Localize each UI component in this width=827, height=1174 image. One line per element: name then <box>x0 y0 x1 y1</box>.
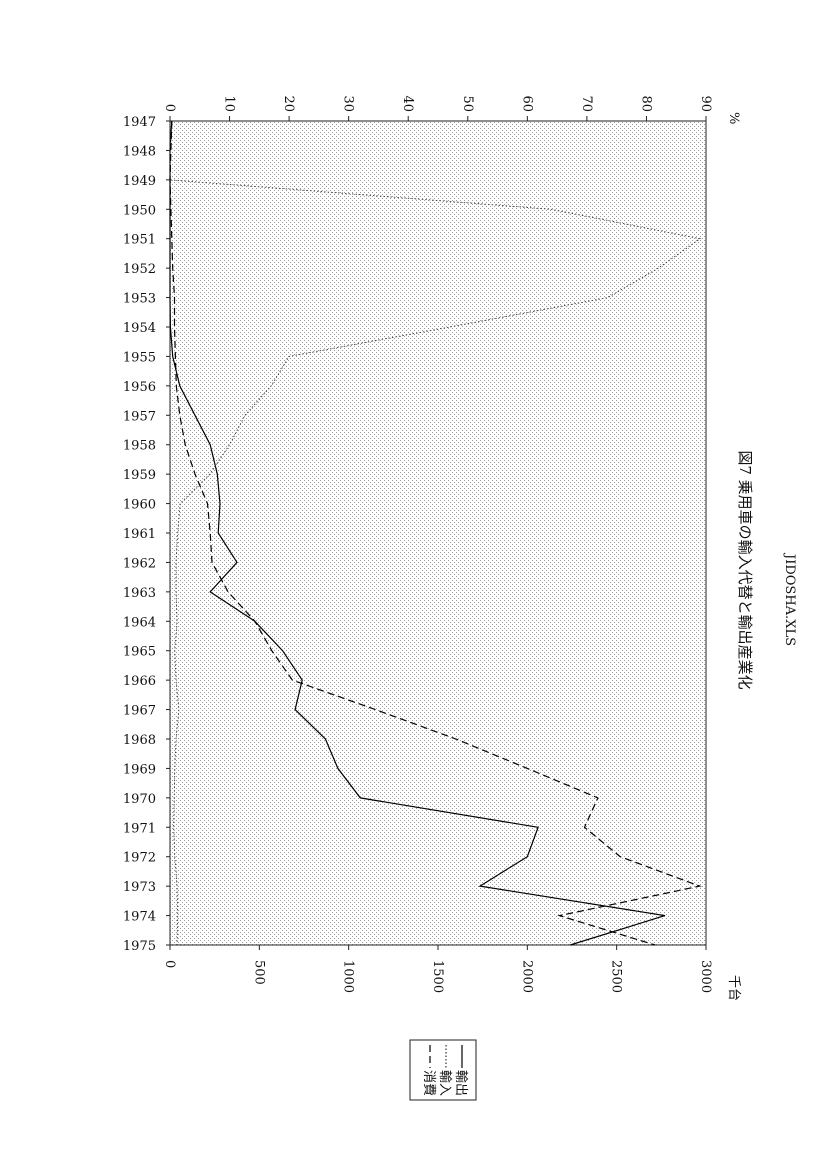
y-tick-label: 2000 <box>519 960 534 993</box>
y-unit: 千台 <box>726 975 741 1001</box>
x-tick-label: 1954 <box>123 321 156 336</box>
x-tick-label: 1951 <box>123 233 156 248</box>
y-tick-label: 0 <box>162 960 177 968</box>
x-tick-label: 1947 <box>123 115 156 130</box>
x-tick-label: 1961 <box>123 527 156 542</box>
y2-tick-label: 10 <box>222 95 237 112</box>
x-tick-label: 1964 <box>123 615 156 630</box>
x-tick-label: 1975 <box>123 939 156 954</box>
y2-tick-label: 30 <box>341 95 356 112</box>
series-line <box>169 120 702 946</box>
x-tick-label: 1968 <box>123 733 156 748</box>
x-tick-label: 1971 <box>123 821 156 836</box>
legend-label: 輸入 <box>437 1070 452 1096</box>
x-tick-label: 1955 <box>123 350 156 365</box>
legend-box <box>409 1039 477 1101</box>
y2-tick-label: 90 <box>698 95 713 112</box>
chart-title: 図7 乗用車の輸入代替と輸出産業化 <box>736 450 754 689</box>
y2-tick-label: 20 <box>281 95 296 112</box>
y2-tick-label: 70 <box>579 95 594 112</box>
x-tick-label: 1969 <box>123 762 156 777</box>
y2-tick-label: 0 <box>162 104 177 112</box>
y2-tick-label: 60 <box>519 95 534 112</box>
x-tick-label: 1959 <box>123 468 156 483</box>
file-name: JIDOSHA.XLS <box>782 552 797 646</box>
y-tick-label: 500 <box>251 960 266 985</box>
x-tick-label: 1952 <box>123 262 156 277</box>
x-tick-label: 1972 <box>123 851 156 866</box>
y-tick-label: 1500 <box>430 960 445 993</box>
series-line <box>169 120 666 946</box>
x-tick-label: 1960 <box>123 498 156 513</box>
y-tick-label: 2500 <box>609 960 624 993</box>
x-tick-label: 1953 <box>123 292 156 307</box>
x-tick-label: 1963 <box>123 586 156 601</box>
x-tick-label: 1950 <box>123 203 156 218</box>
x-tick-label: 1973 <box>123 880 156 895</box>
y-tick-label: 1000 <box>341 960 356 993</box>
y2-tick-label: 80 <box>638 95 653 112</box>
x-tick-label: 1962 <box>123 556 156 571</box>
x-tick-label: 1974 <box>123 910 156 925</box>
x-tick-label: 1948 <box>123 144 156 159</box>
series-line <box>169 120 702 946</box>
x-tick-label: 1956 <box>123 380 156 395</box>
y-tick-label: 3000 <box>698 960 713 993</box>
x-tick-label: 1966 <box>123 674 156 689</box>
x-tick-label: 1949 <box>123 174 156 189</box>
x-tick-label: 1967 <box>123 704 156 719</box>
y2-unit: % <box>726 112 741 124</box>
legend-label: 輸出 <box>453 1070 468 1096</box>
x-tick-label: 1970 <box>123 792 156 807</box>
x-tick-label: 1965 <box>123 645 156 660</box>
x-tick-label: 1958 <box>123 439 156 454</box>
y2-tick-label: 50 <box>460 95 475 112</box>
legend-label: 消費 <box>421 1070 436 1096</box>
x-tick-label: 1957 <box>123 409 156 424</box>
plot-area <box>169 120 707 946</box>
y2-tick-label: 40 <box>400 95 415 112</box>
